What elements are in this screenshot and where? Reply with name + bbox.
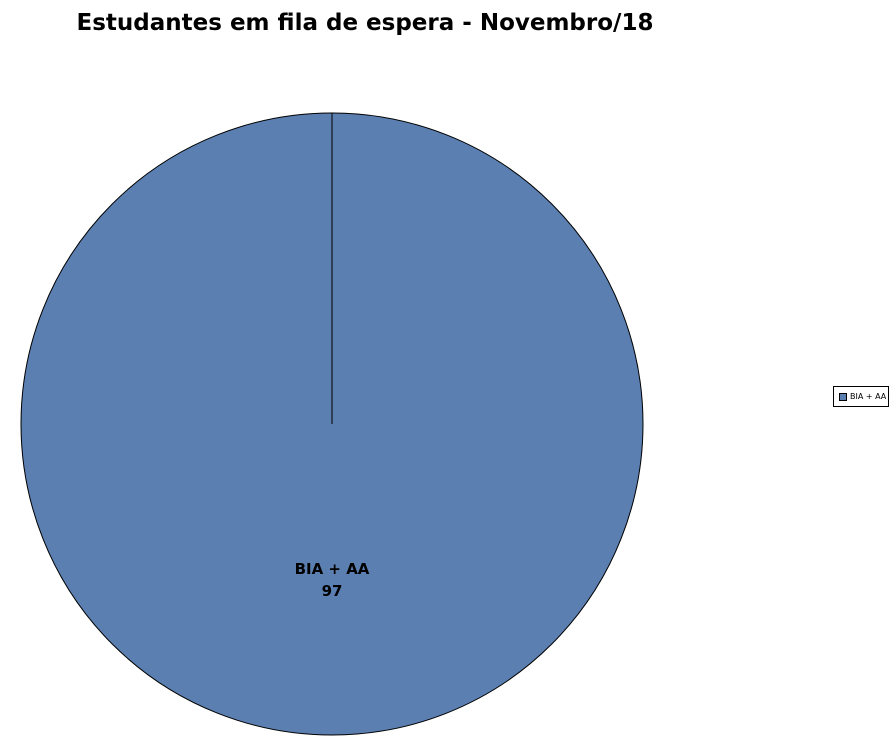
legend-swatch [839, 392, 847, 401]
legend-label: BIA + AA [850, 392, 887, 401]
data-label-category: BIA + AA [295, 560, 370, 578]
data-label-value: 97 [322, 582, 343, 600]
legend: BIA + AA [833, 386, 889, 407]
chart-title: Estudantes em fila de espera - Novembro/… [76, 10, 654, 36]
